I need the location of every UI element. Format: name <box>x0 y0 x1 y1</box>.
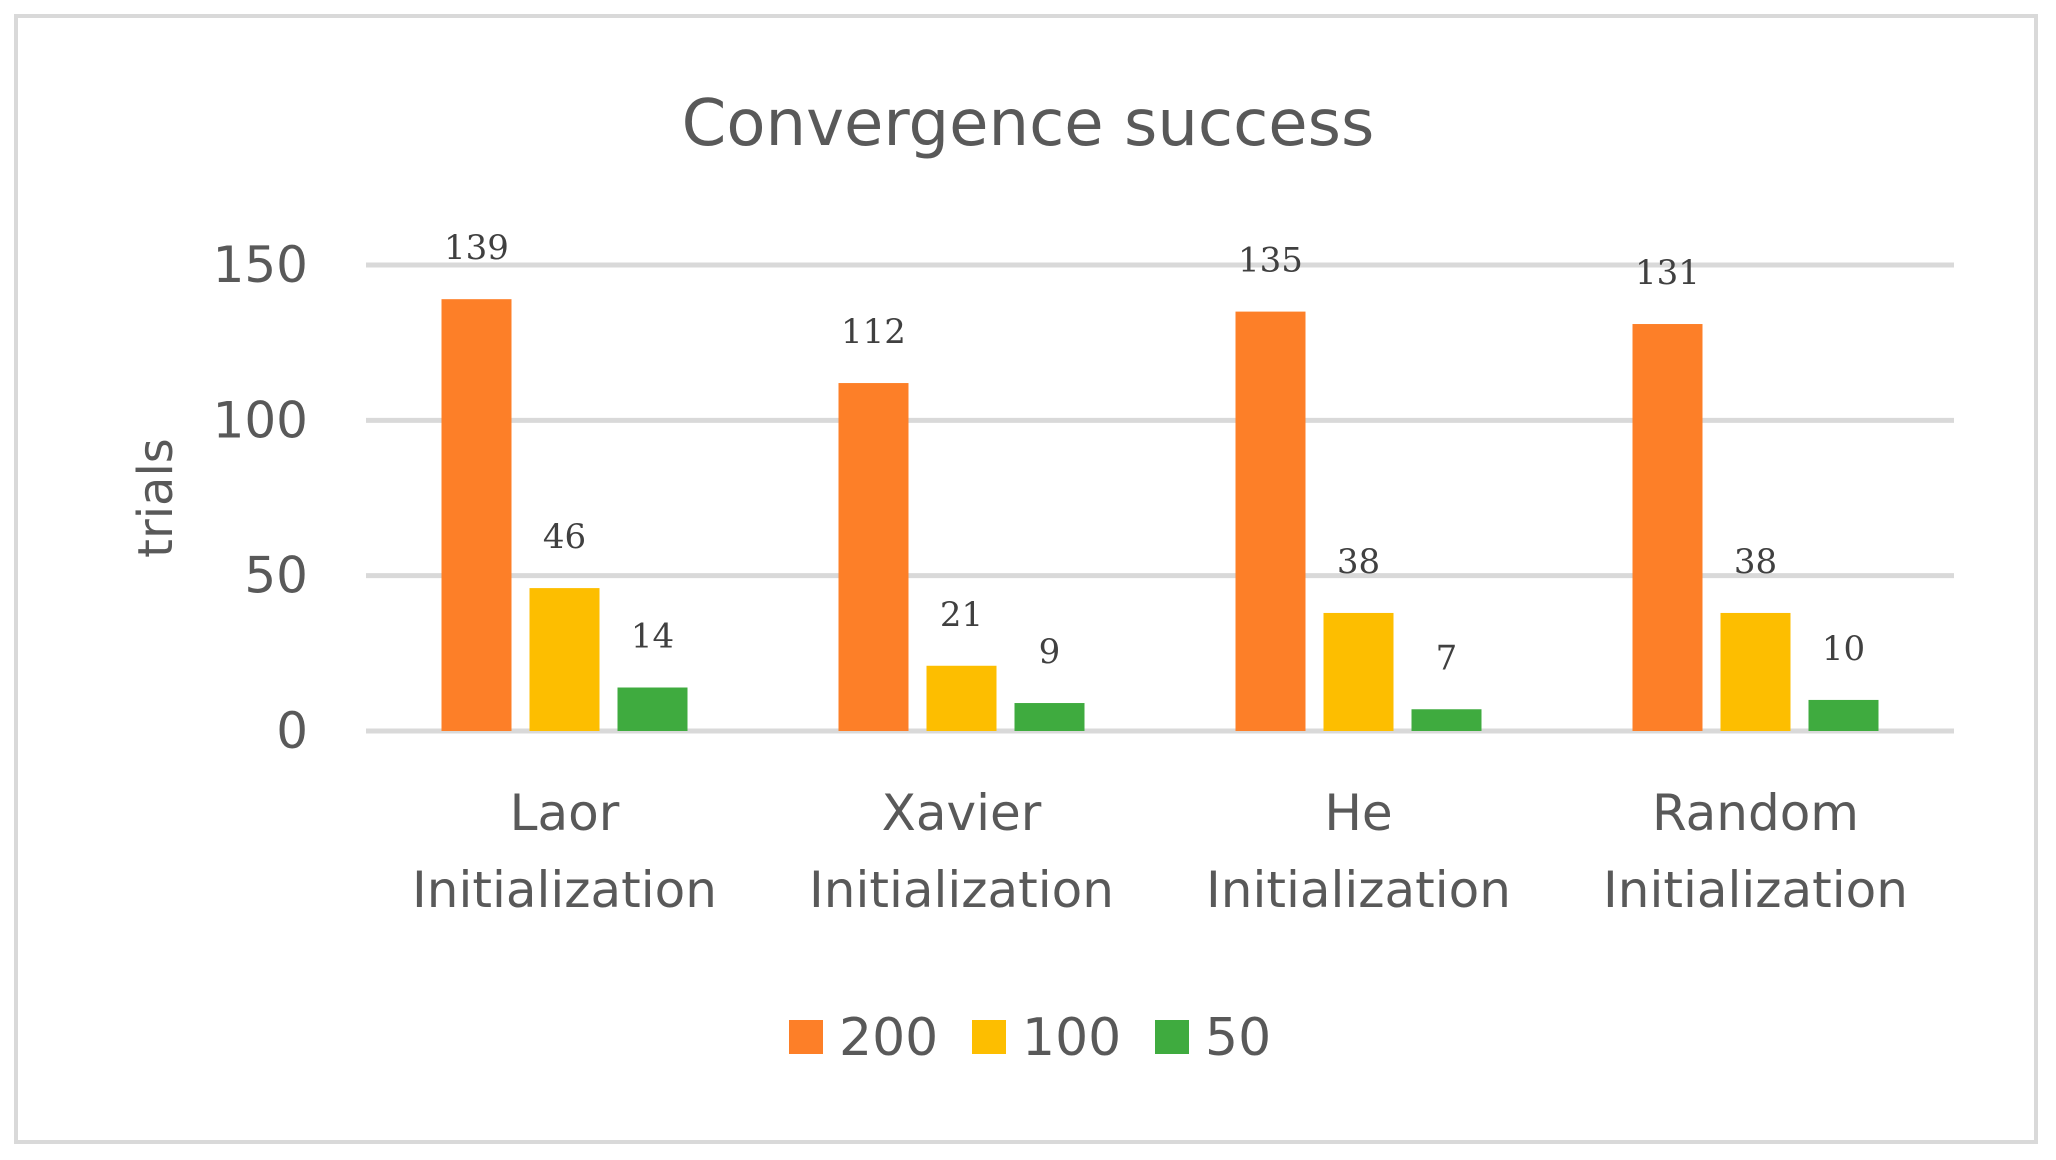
bars <box>441 299 1879 731</box>
bar-50-3 <box>1808 699 1879 731</box>
x-axis-ticks: Laor Initialization Xavier Initialization He… <box>412 784 1908 919</box>
x-tick-label-2-0: He <box>1324 784 1392 842</box>
data-label-50-2: 7 <box>1436 638 1458 678</box>
data-label-100-1: 21 <box>940 595 983 635</box>
x-tick-label-3-1: Initialization <box>1603 861 1908 919</box>
bar-50-1 <box>1014 703 1085 731</box>
data-label-50-3: 10 <box>1822 629 1865 669</box>
legend-label-200: 200 <box>839 1008 938 1068</box>
legend: 200 100 50 <box>789 1008 1271 1068</box>
chart-title: Convergence success <box>682 87 1375 161</box>
data-label-100-2: 38 <box>1337 542 1380 582</box>
x-tick-label-1-1: Initialization <box>809 861 1114 919</box>
data-label-200-1: 112 <box>841 312 906 352</box>
y-tick-label-100: 100 <box>213 391 308 449</box>
data-label-200-2: 135 <box>1238 241 1303 281</box>
x-tick-label-0-1: Initialization <box>412 861 717 919</box>
bar-200-3 <box>1632 324 1703 731</box>
bar-50-0 <box>617 687 688 731</box>
y-tick-label-150: 150 <box>213 236 308 294</box>
x-tick-label-3-0: Random <box>1652 784 1859 842</box>
y-tick-label-50: 50 <box>244 547 308 605</box>
gridlines <box>366 262 1954 734</box>
y-axis-ticks: 0 50 100 150 <box>213 236 308 760</box>
x-tick-label-2-1: Initialization <box>1206 861 1511 919</box>
x-tick-label-0-0: Laor <box>510 784 620 842</box>
bar-200-0 <box>441 299 512 731</box>
data-label-200-3: 131 <box>1635 253 1700 293</box>
x-tick-label-1-0: Xavier <box>882 784 1042 842</box>
bar-100-2 <box>1323 612 1394 731</box>
bar-100-0 <box>529 588 600 731</box>
bar-200-1 <box>838 383 909 731</box>
y-axis-title: trials <box>128 438 184 558</box>
legend-swatch-200 <box>789 1020 823 1054</box>
legend-swatch-100 <box>972 1020 1006 1054</box>
legend-label-100: 100 <box>1022 1008 1121 1068</box>
bar-100-1 <box>926 665 997 731</box>
data-label-200-0: 139 <box>444 228 509 268</box>
y-tick-label-0: 0 <box>276 702 308 760</box>
legend-label-50: 50 <box>1205 1008 1271 1068</box>
data-label-50-1: 9 <box>1039 632 1061 672</box>
data-label-100-3: 38 <box>1734 542 1777 582</box>
bar-100-3 <box>1720 612 1791 731</box>
data-label-100-0: 46 <box>543 517 586 557</box>
data-labels: 139 46 14 112 21 9 135 38 7 131 38 10 <box>444 228 1865 678</box>
bar-200-2 <box>1235 311 1306 731</box>
bar-50-2 <box>1411 709 1482 731</box>
legend-swatch-50 <box>1155 1020 1189 1054</box>
data-label-50-0: 14 <box>631 617 674 657</box>
